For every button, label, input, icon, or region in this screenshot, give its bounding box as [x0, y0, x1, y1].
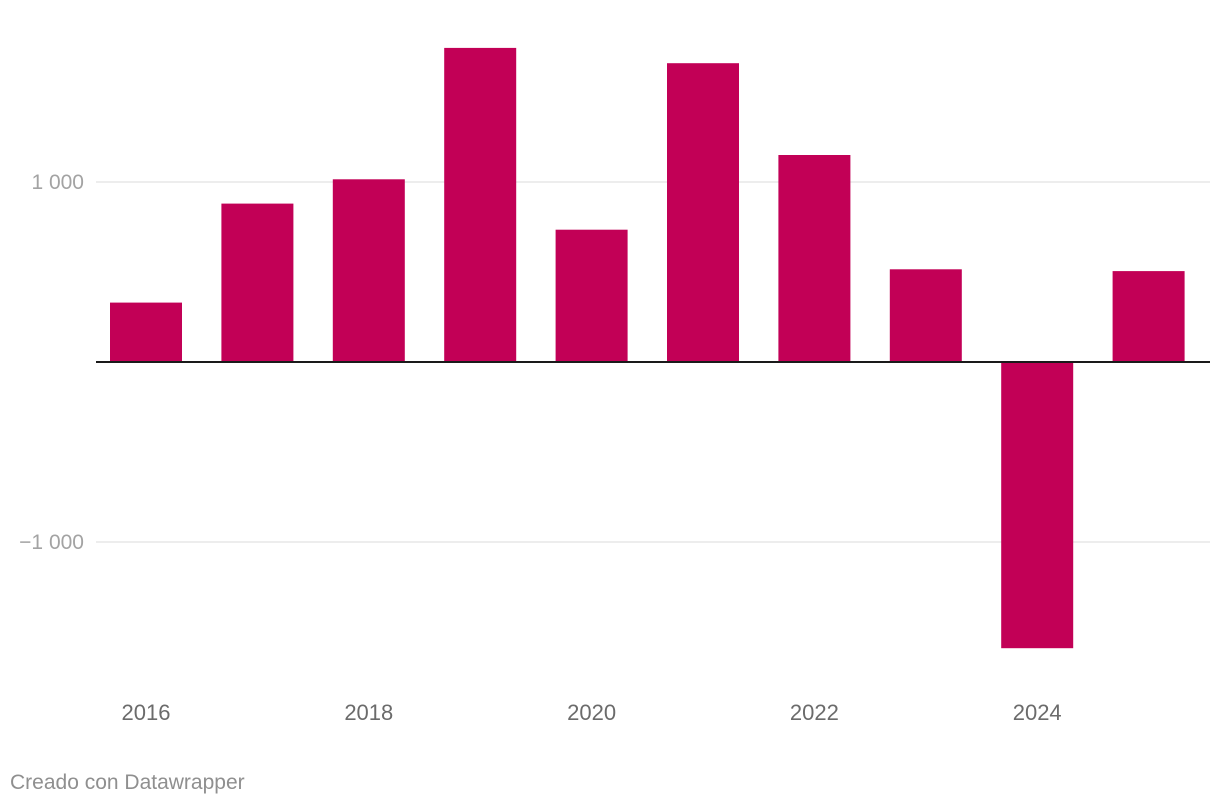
x-tick-label: 2018	[344, 700, 393, 725]
x-tick-label: 2022	[790, 700, 839, 725]
bar-chart: −1 000 1 000 2016 2018 2020 2022 2024	[19, 47, 1210, 725]
bar-2020[interactable]	[555, 229, 628, 362]
x-tick-label: 2020	[567, 700, 616, 725]
bar-2018[interactable]	[332, 179, 405, 362]
x-tick-label: 2016	[122, 700, 171, 725]
bar-2021[interactable]	[667, 63, 739, 362]
datawrapper-credit[interactable]: Creado con Datawrapper	[10, 771, 245, 794]
y-axis-tick-labels: −1 000 1 000	[19, 171, 84, 554]
bar-2019[interactable]	[444, 47, 517, 363]
bar-2023[interactable]	[889, 269, 962, 362]
bar-2016[interactable]	[110, 302, 182, 362]
bar-2025[interactable]	[1112, 271, 1185, 362]
y-tick-label: 1 000	[31, 171, 84, 194]
bars	[110, 47, 1185, 649]
x-axis-tick-labels: 2016 2018 2020 2022 2024	[122, 700, 1062, 725]
bar-2022[interactable]	[778, 155, 851, 362]
bar-2024[interactable]	[1001, 362, 1074, 649]
bar-2017[interactable]	[221, 203, 294, 362]
y-tick-label: −1 000	[19, 531, 84, 554]
x-tick-label: 2024	[1013, 700, 1062, 725]
